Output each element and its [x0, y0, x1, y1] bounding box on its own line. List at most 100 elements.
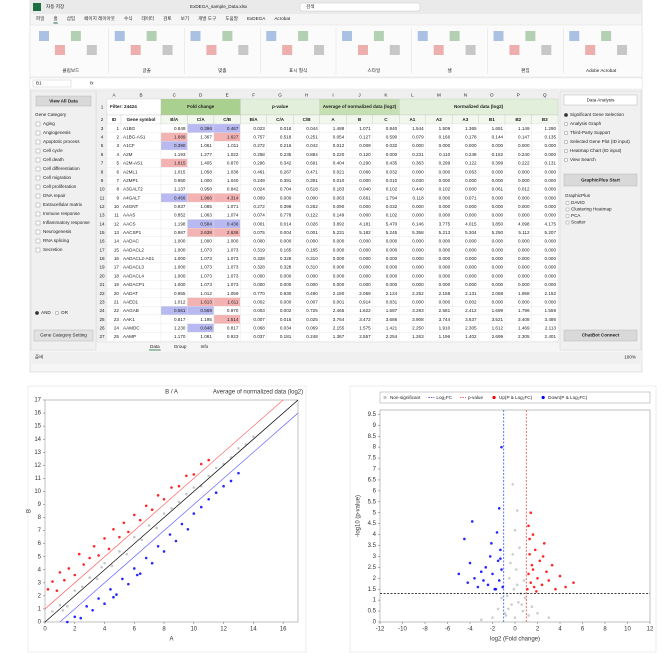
checkbox[interactable]	[35, 148, 41, 154]
ribbon-tab[interactable]: 검토	[163, 15, 171, 21]
analysis-option[interactable]: View Search	[570, 157, 596, 162]
checkbox[interactable]	[35, 229, 41, 235]
ribbon-tab[interactable]: Acrobat	[274, 16, 291, 21]
analysis-option[interactable]: Third-Party Support	[570, 130, 611, 135]
analysis-option[interactable]: Selected Gene Plot (ID input)	[570, 139, 630, 144]
graphic-option[interactable]: Clustering Heatmap	[571, 207, 612, 212]
radio[interactable]	[55, 311, 60, 316]
ribbon-icon[interactable]	[601, 31, 612, 41]
ribbon-icon[interactable]	[342, 31, 352, 41]
analysis-option[interactable]: Heatmap Chart (ID input)	[570, 148, 622, 153]
radio[interactable]	[564, 157, 569, 162]
button-label[interactable]: ChatBot Connect	[582, 333, 620, 338]
ribbon-icon[interactable]	[114, 31, 125, 41]
sheet-tab[interactable]: Info	[201, 344, 209, 349]
category-item[interactable]: Cell proliferation	[43, 184, 77, 189]
ribbon-icon[interactable]	[146, 31, 157, 41]
category-item[interactable]: Cell death	[43, 157, 64, 162]
ribbon-icon[interactable]	[493, 31, 504, 41]
ribbon-tab[interactable]: 페이지 레이아웃	[84, 15, 115, 22]
button-label[interactable]: Gene Category Setting	[40, 333, 87, 338]
category-item[interactable]: Inflammatory response	[43, 220, 90, 225]
ribbon-icon[interactable]	[433, 45, 444, 55]
ribbon-icon[interactable]	[162, 45, 173, 55]
checkbox[interactable]	[35, 139, 41, 145]
category-item[interactable]: Cell migration	[43, 175, 72, 180]
ribbon-icon[interactable]	[70, 31, 81, 41]
ribbon-icon[interactable]	[130, 45, 141, 55]
ribbon-icon[interactable]	[190, 31, 201, 41]
checkbox[interactable]	[35, 193, 41, 199]
sheet-tab[interactable]: Group	[174, 344, 187, 349]
checkbox[interactable]	[35, 247, 41, 253]
ribbon-icon[interactable]	[617, 45, 628, 55]
search-text[interactable]: 검색	[306, 3, 314, 10]
category-item[interactable]: Extracellular matrix	[43, 202, 83, 207]
ribbon-icon[interactable]	[389, 45, 400, 55]
ribbon-icon[interactable]	[86, 45, 97, 55]
checkbox[interactable]	[565, 201, 570, 205]
category-item[interactable]: Cell differentiation	[43, 166, 80, 171]
category-item[interactable]: Neurogenesis	[43, 229, 72, 234]
ribbon-icon[interactable]	[465, 45, 476, 55]
graphic-option[interactable]: PCA	[571, 213, 581, 218]
autosave[interactable]: 자동 저장	[46, 3, 65, 10]
radio-label[interactable]: AND	[41, 310, 51, 315]
category-item[interactable]: Secretion	[43, 247, 63, 252]
ribbon-icon[interactable]	[525, 31, 536, 41]
ribbon-tab[interactable]: 수식	[124, 15, 132, 22]
ribbon-icon[interactable]	[509, 45, 520, 55]
checkbox[interactable]	[565, 214, 570, 218]
category-item[interactable]: DNA repair	[43, 193, 66, 198]
ribbon-tab[interactable]: 개발 도구	[198, 15, 216, 22]
ribbon-tab[interactable]: 데이터	[141, 15, 154, 22]
ribbon-tab[interactable]: 도움말	[225, 15, 238, 21]
ribbon-tab[interactable]: 홈	[53, 15, 57, 21]
ribbon-icon[interactable]	[585, 45, 596, 55]
button[interactable]	[563, 173, 638, 187]
checkbox[interactable]	[35, 238, 41, 244]
ribbon-icon[interactable]	[54, 45, 65, 55]
ribbon-icon[interactable]	[569, 31, 580, 41]
radio-label[interactable]: OR	[61, 310, 69, 315]
ribbon-icon[interactable]	[282, 45, 293, 55]
checkbox[interactable]	[565, 220, 570, 225]
checkbox[interactable]	[35, 166, 41, 172]
radio[interactable]	[564, 112, 569, 117]
ribbon-icon[interactable]	[222, 31, 233, 41]
ribbon-icon[interactable]	[373, 31, 384, 41]
ribbon-icon[interactable]	[357, 45, 368, 55]
radio[interactable]	[564, 148, 569, 153]
ribbon-icon[interactable]	[449, 31, 460, 41]
checkbox[interactable]	[35, 121, 41, 127]
checkbox[interactable]	[35, 211, 41, 217]
ribbon-icon[interactable]	[206, 45, 217, 55]
ribbon-icon[interactable]	[39, 31, 49, 41]
checkbox[interactable]	[35, 175, 41, 181]
category-item[interactable]: Immune response	[43, 211, 80, 216]
checkbox[interactable]	[35, 157, 41, 163]
radio[interactable]	[564, 139, 569, 144]
checkbox[interactable]	[565, 207, 570, 212]
category-item[interactable]: Cell cycle	[43, 148, 63, 153]
radio[interactable]	[564, 130, 569, 135]
category-item[interactable]: RNA splicing	[43, 238, 69, 243]
ribbon-tab[interactable]: 보기	[181, 15, 189, 22]
category-item[interactable]: Angiogenesis	[43, 130, 71, 135]
ribbon-icon[interactable]	[417, 31, 428, 41]
category-item[interactable]: Apoptotic process	[43, 139, 80, 144]
checkbox[interactable]	[35, 184, 41, 190]
checkbox[interactable]	[35, 130, 41, 136]
graphic-option[interactable]: DAVID	[571, 200, 585, 205]
button-label[interactable]: View All Data	[49, 99, 78, 104]
radio[interactable]	[564, 121, 569, 126]
checkbox[interactable]	[35, 220, 41, 226]
analysis-option[interactable]: Analysis Graph	[570, 121, 602, 126]
checkbox[interactable]	[35, 202, 41, 208]
button[interactable]	[563, 329, 638, 342]
search-box[interactable]	[299, 2, 421, 12]
ribbon-icon[interactable]	[314, 45, 325, 55]
ribbon-tab[interactable]: 삽입	[67, 15, 75, 21]
ribbon-icon[interactable]	[298, 31, 309, 41]
graphic-option[interactable]: Scatter	[571, 220, 586, 225]
